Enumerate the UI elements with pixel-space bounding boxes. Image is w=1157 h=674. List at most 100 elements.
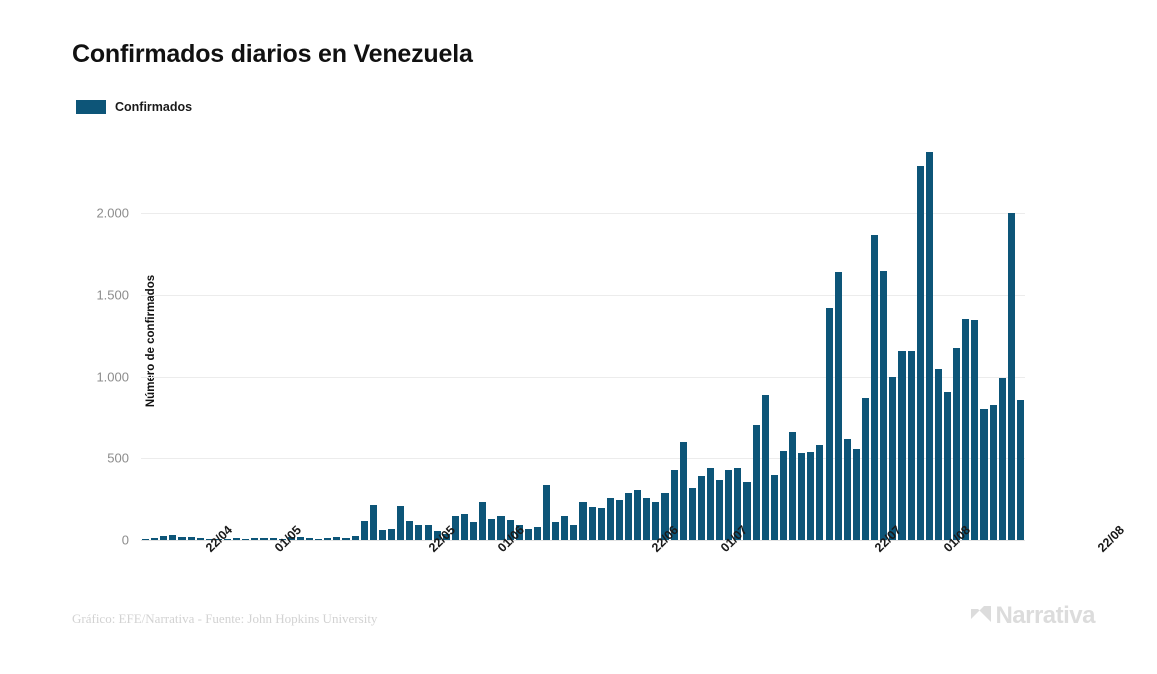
bar[interactable] <box>351 535 359 540</box>
bar[interactable] <box>953 348 961 540</box>
bar[interactable] <box>278 538 286 540</box>
bar[interactable] <box>233 538 241 540</box>
bar[interactable] <box>789 432 797 540</box>
bar[interactable] <box>433 531 441 540</box>
bar[interactable] <box>269 538 277 540</box>
bar[interactable] <box>625 492 633 540</box>
bar[interactable] <box>962 318 970 540</box>
bar[interactable] <box>725 469 733 540</box>
bar[interactable] <box>324 537 332 540</box>
bar[interactable] <box>406 520 414 540</box>
bar[interactable] <box>579 501 587 540</box>
bar[interactable] <box>861 397 870 540</box>
bar[interactable] <box>898 351 906 540</box>
bar[interactable] <box>779 451 788 540</box>
bar[interactable] <box>807 451 815 540</box>
bar[interactable] <box>196 538 204 540</box>
bar[interactable] <box>688 487 696 540</box>
bar[interactable] <box>397 505 405 540</box>
bar[interactable] <box>989 405 997 540</box>
bar[interactable] <box>734 468 742 540</box>
bar[interactable] <box>697 476 705 540</box>
bar[interactable] <box>880 271 888 540</box>
bar[interactable] <box>142 539 150 540</box>
bar[interactable] <box>515 524 523 540</box>
bar[interactable] <box>1007 213 1015 540</box>
bar[interactable] <box>871 234 879 540</box>
bar[interactable] <box>533 526 541 540</box>
bar[interactable] <box>843 438 851 540</box>
bar[interactable] <box>916 166 924 540</box>
bar[interactable] <box>497 515 505 540</box>
bar[interactable] <box>652 502 660 540</box>
bar[interactable] <box>442 534 450 540</box>
bar[interactable] <box>260 537 268 540</box>
bar[interactable] <box>187 537 195 540</box>
bar[interactable] <box>287 537 295 540</box>
bar[interactable] <box>214 539 222 540</box>
bar[interactable] <box>980 409 988 540</box>
bar[interactable] <box>743 482 751 540</box>
bar[interactable] <box>934 368 942 540</box>
bar[interactable] <box>224 539 232 540</box>
bar[interactable] <box>998 378 1006 540</box>
bar[interactable] <box>378 530 387 540</box>
bar[interactable] <box>707 468 715 540</box>
bar[interactable] <box>169 535 177 540</box>
bar[interactable] <box>151 538 159 540</box>
bar[interactable] <box>342 538 350 540</box>
bar[interactable] <box>943 392 952 540</box>
bar[interactable] <box>388 528 396 540</box>
bar[interactable] <box>470 522 478 540</box>
bar[interactable] <box>825 307 833 540</box>
bar[interactable] <box>570 525 578 540</box>
bar[interactable] <box>315 538 323 540</box>
bar[interactable] <box>634 490 642 540</box>
bar[interactable] <box>205 538 213 540</box>
bar[interactable] <box>160 536 168 540</box>
bar[interactable] <box>907 350 915 540</box>
bar[interactable] <box>716 479 724 540</box>
bar[interactable] <box>460 513 469 540</box>
bar[interactable] <box>606 497 614 540</box>
bar[interactable] <box>770 474 778 540</box>
bar[interactable] <box>588 507 596 540</box>
bar[interactable] <box>643 498 651 540</box>
brand-logo: Narrativa <box>970 604 1095 628</box>
bar[interactable] <box>1016 399 1024 540</box>
bar[interactable] <box>506 520 514 540</box>
bar[interactable] <box>333 537 341 540</box>
bar[interactable] <box>597 508 605 540</box>
bar[interactable] <box>369 504 377 540</box>
gridline <box>141 540 1025 541</box>
bar[interactable] <box>971 319 979 540</box>
bar[interactable] <box>415 525 423 540</box>
bar[interactable] <box>889 376 897 540</box>
bar[interactable] <box>752 424 760 540</box>
bar[interactable] <box>615 500 623 540</box>
source-caption: Gráfico: EFE/Narrativa - Fuente: John Ho… <box>72 611 378 626</box>
bar[interactable] <box>552 522 560 540</box>
bar[interactable] <box>816 444 824 540</box>
bar[interactable] <box>488 518 496 540</box>
bar[interactable] <box>360 521 368 540</box>
bar[interactable] <box>251 538 259 540</box>
bar[interactable] <box>306 538 314 540</box>
bar[interactable] <box>761 394 769 540</box>
bar[interactable] <box>661 492 669 540</box>
bar[interactable] <box>424 524 432 540</box>
bar[interactable] <box>296 536 305 540</box>
bar[interactable] <box>670 469 678 540</box>
bar[interactable] <box>561 516 569 540</box>
bar[interactable] <box>242 538 250 540</box>
bar[interactable] <box>798 452 806 540</box>
bar[interactable] <box>852 448 860 540</box>
bar[interactable] <box>178 536 186 540</box>
bar[interactable] <box>925 152 933 540</box>
bar[interactable] <box>524 528 532 540</box>
bar[interactable] <box>542 485 551 540</box>
bar[interactable] <box>834 272 842 540</box>
bar[interactable] <box>479 501 487 540</box>
bar[interactable] <box>679 442 687 540</box>
bar[interactable] <box>451 515 459 540</box>
